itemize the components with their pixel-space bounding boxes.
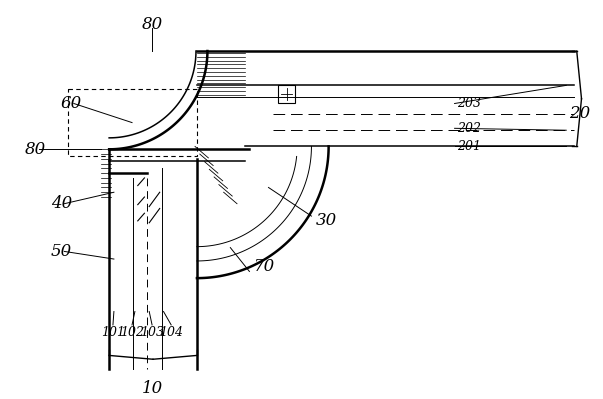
Text: 103: 103	[140, 326, 164, 339]
Text: 40: 40	[51, 195, 72, 212]
Text: 203: 203	[458, 97, 481, 110]
Text: 102: 102	[120, 326, 144, 339]
Text: 20: 20	[569, 105, 590, 122]
Text: 60: 60	[60, 95, 82, 112]
Bar	[278, 85, 295, 103]
Text: 80: 80	[25, 141, 46, 158]
Bar	[68, 89, 197, 156]
Text: 10: 10	[142, 380, 163, 397]
Text: 202: 202	[458, 122, 481, 135]
Text: 80: 80	[142, 16, 163, 33]
Text: 104: 104	[159, 326, 183, 339]
Text: 70: 70	[254, 258, 276, 275]
Text: 201: 201	[458, 140, 481, 153]
Text: 101: 101	[101, 326, 125, 339]
Text: 50: 50	[51, 243, 72, 260]
Text: 30: 30	[316, 212, 338, 229]
